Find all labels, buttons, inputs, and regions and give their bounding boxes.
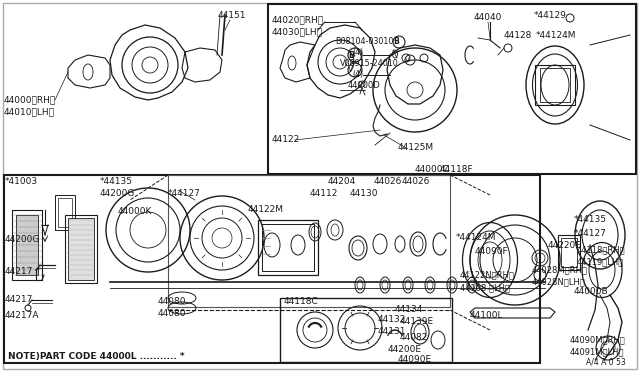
Text: 44122M: 44122M [248,205,284,215]
Text: 44026: 44026 [402,177,430,186]
Text: 44118F: 44118F [440,166,474,174]
Text: 44132: 44132 [378,315,406,324]
Text: 44026: 44026 [374,177,403,186]
Text: 44028N〈LH〉: 44028N〈LH〉 [532,278,586,286]
Text: 44020〈RH〉: 44020〈RH〉 [272,16,324,25]
Text: 44000K: 44000K [118,208,152,217]
Bar [12,210,42,280]
Text: *44127: *44127 [574,230,607,238]
Text: 44000D: 44000D [348,81,381,90]
Bar [561,238,577,267]
Text: *44127: *44127 [168,189,201,198]
Bar [258,220,318,275]
Text: *44135: *44135 [100,177,133,186]
Text: 44028M〈RH〉: 44028M〈RH〉 [532,266,588,275]
Text: 44119〈LH〉: 44119〈LH〉 [577,257,624,266]
Text: A/4 A 0 53: A/4 A 0 53 [586,357,626,366]
Bar [65,215,97,283]
Text: 44108 〈LH〉: 44108 〈LH〉 [460,283,510,292]
Text: 44090E: 44090E [398,356,432,365]
Bar [16,215,38,275]
Text: 44010〈LH〉: 44010〈LH〉 [4,108,55,116]
Text: 44000C: 44000C [415,166,450,174]
Bar [55,195,75,230]
Text: 44204: 44204 [328,177,356,186]
Text: 44118〈RH〉: 44118〈RH〉 [577,246,626,254]
Bar [262,224,314,271]
Bar [268,4,636,174]
Text: 44091M〈LH〉: 44091M〈LH〉 [570,347,625,356]
Text: 44130: 44130 [350,189,378,199]
Text: 44000B: 44000B [574,288,609,296]
Text: 44217A: 44217A [5,311,40,320]
Text: V: V [348,65,354,74]
Text: NOTE)PART CODE 44000L ........... *: NOTE)PART CODE 44000L ........... * [8,352,184,360]
Bar [168,175,450,307]
Text: 44217: 44217 [5,267,33,276]
Text: 44122N〈RH〉: 44122N〈RH〉 [460,270,515,279]
Text: B: B [348,51,354,60]
Text: *41003: *41003 [5,177,38,186]
Text: 44112: 44112 [310,189,339,199]
Text: *44129: *44129 [534,12,567,20]
Bar [68,218,94,280]
Text: 44118C: 44118C [284,298,319,307]
Text: 44000〈RH〉: 44000〈RH〉 [4,96,56,105]
Bar [58,198,72,227]
Text: *44124M: *44124M [456,234,497,243]
Text: V: V [404,57,410,63]
Text: V08915-24010: V08915-24010 [340,60,399,68]
Text: B: B [393,38,399,46]
Bar [540,68,570,102]
Text: (4): (4) [352,70,363,78]
Text: *44124M: *44124M [536,32,577,41]
Text: 44134: 44134 [395,305,424,314]
Text: (4): (4) [352,48,363,57]
Text: 44200E: 44200E [388,346,422,355]
Text: 44200G: 44200G [100,189,136,198]
Text: 44217: 44217 [5,295,33,305]
Text: *44135: *44135 [574,215,607,224]
Text: 44200G: 44200G [5,235,40,244]
Bar [558,235,580,270]
Text: 44128: 44128 [504,32,532,41]
Text: 44040: 44040 [474,13,502,22]
Text: 44100L: 44100L [470,311,504,321]
Text: 44090M〈RH〩: 44090M〈RH〩 [570,336,626,344]
Bar [535,65,575,105]
Text: 44090F: 44090F [475,247,509,257]
Text: B08104-03010: B08104-03010 [335,38,394,46]
Bar [4,175,540,363]
Bar [280,298,452,362]
Text: 44030〈LH〉: 44030〈LH〉 [272,28,323,36]
Text: 44080: 44080 [158,298,186,307]
Text: 44080: 44080 [158,310,186,318]
Text: 44151: 44151 [218,10,246,19]
Text: 44220E: 44220E [548,241,582,250]
Text: 44125M: 44125M [398,144,434,153]
Text: 44131: 44131 [378,327,406,337]
Text: 44122: 44122 [272,135,300,144]
Text: 44082: 44082 [400,334,428,343]
Text: 44139E: 44139E [400,317,434,327]
